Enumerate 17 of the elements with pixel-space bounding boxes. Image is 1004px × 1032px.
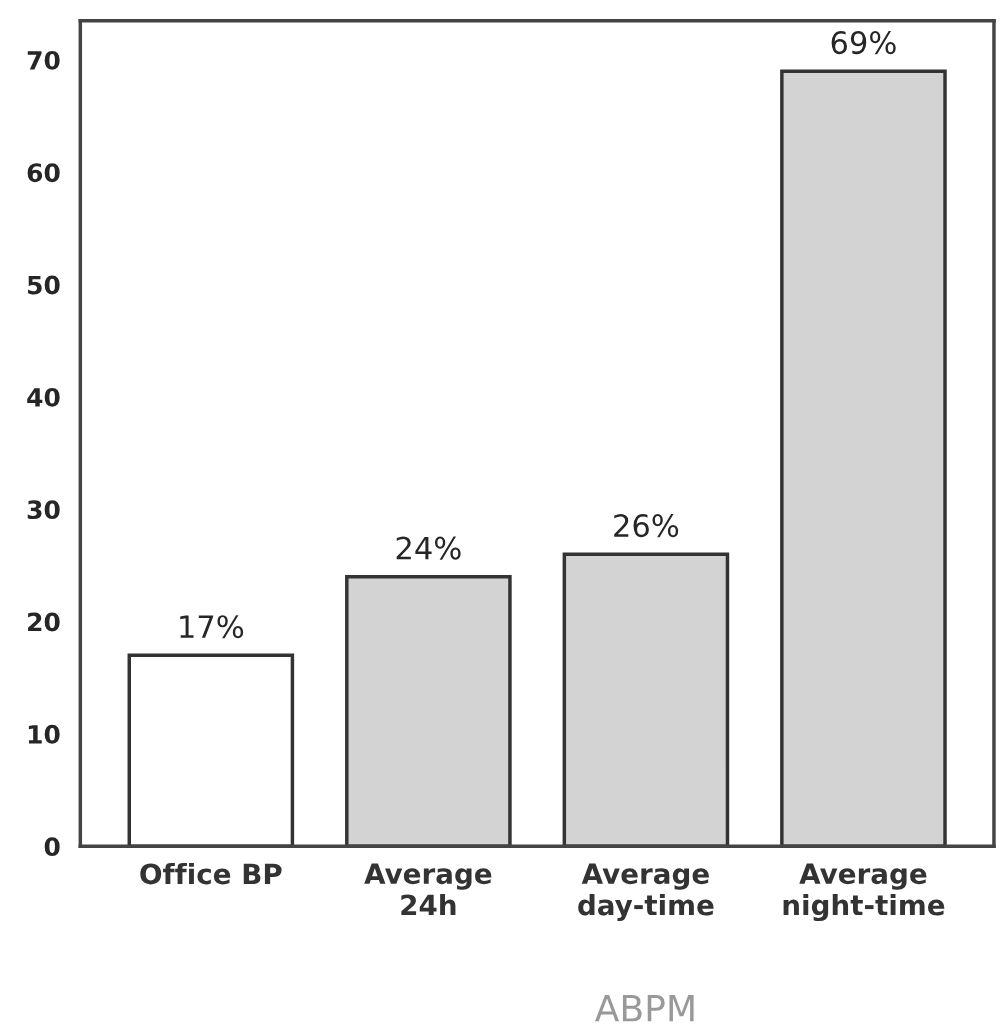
x-tick-label: Office BP	[140, 862, 282, 885]
data-label: 24%	[396, 536, 461, 560]
data-label: 17%	[180, 615, 244, 639]
y-tick-label: 50	[28, 275, 60, 295]
y-tick-label: 30	[27, 500, 60, 520]
y-tick-label: 0	[44, 837, 60, 857]
y-tick-label: 20	[28, 612, 60, 632]
y-tick-label: 60	[27, 163, 60, 183]
y-tick-label: 10	[28, 724, 60, 744]
y-tick-label: 40	[27, 387, 60, 407]
text: ABPM	[594, 995, 694, 1022]
data-label: 26%	[614, 514, 679, 538]
x-tick-label: Average 24h	[364, 863, 492, 916]
x-tick-label: Average day-time	[578, 863, 714, 922]
y-tick-label: 70	[27, 50, 60, 70]
data-label: 69%	[831, 31, 896, 55]
x-tick-label: Average night-time	[783, 863, 945, 922]
